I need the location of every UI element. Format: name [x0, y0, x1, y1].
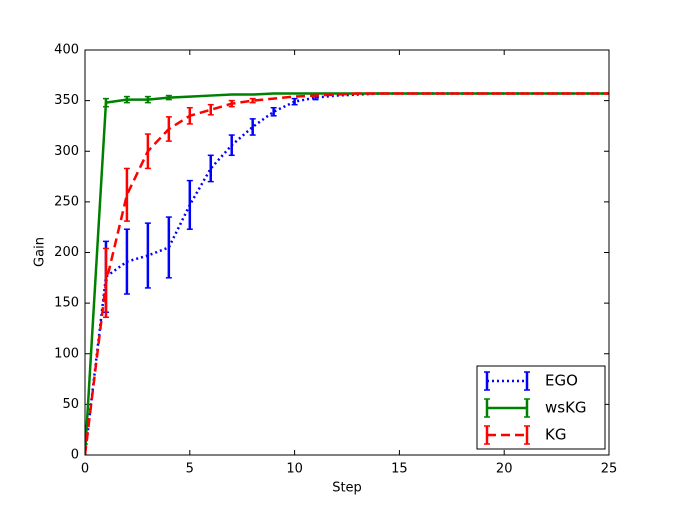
error-bar: [123, 228, 130, 295]
error-bar: [249, 118, 256, 136]
x-tick-label: 20: [496, 462, 513, 477]
error-bar: [270, 106, 277, 117]
legend-label: KG: [545, 426, 566, 444]
error-bar: [249, 97, 256, 104]
x-tick-label: 0: [81, 462, 89, 477]
y-tick-label: 200: [54, 245, 79, 260]
error-bar: [144, 133, 151, 170]
y-tick-label: 150: [54, 296, 79, 311]
y-tick-label: 300: [54, 144, 79, 159]
error-bar: [228, 134, 235, 157]
error-bar: [165, 94, 172, 101]
error-bar: [144, 222, 151, 289]
error-bar: [102, 97, 109, 108]
x-tick-label: 10: [286, 462, 303, 477]
line: [85, 92, 609, 455]
y-axis-label: Gain: [33, 237, 48, 267]
error-bar: [123, 95, 130, 104]
y-tick-label: 350: [54, 93, 79, 108]
error-bar: [165, 116, 172, 142]
x-tick-label: 15: [391, 462, 408, 477]
y-tick-label: 100: [54, 346, 79, 361]
error-bar: [207, 103, 214, 116]
x-tick-label: 25: [601, 462, 618, 477]
y-tick-label: 0: [71, 448, 79, 463]
error-bar: [102, 247, 109, 319]
error-bar: [186, 106, 193, 125]
legend-label: wsKG: [545, 399, 587, 417]
x-axis-label: Step: [332, 481, 362, 496]
y-tick-label: 400: [54, 43, 79, 58]
error-bar: [144, 95, 151, 104]
y-tick-label: 250: [54, 194, 79, 209]
error-bar: [207, 154, 214, 183]
error-bar: [186, 179, 193, 230]
error-bar: [123, 167, 130, 222]
legend-label: EGO: [545, 372, 578, 390]
plot-frame: [84, 49, 610, 456]
y-tick-label: 50: [62, 397, 79, 412]
error-bar: [165, 216, 172, 279]
error-bar: [291, 97, 298, 106]
error-bar: [228, 99, 235, 108]
x-tick-label: 5: [186, 462, 194, 477]
